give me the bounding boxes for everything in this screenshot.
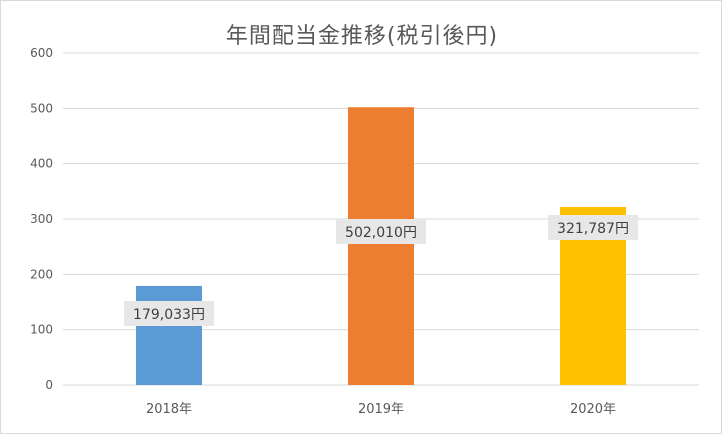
data-label-box: [124, 301, 214, 326]
x-tick-label: 2019年: [358, 402, 404, 417]
x-tick-label: 2020年: [570, 402, 616, 417]
data-label: 502,010円: [336, 219, 426, 244]
bar: [348, 107, 414, 385]
data-label-text: 321,787円: [557, 221, 629, 237]
data-label-box: [548, 215, 638, 240]
y-tick-label: 400: [30, 157, 53, 171]
data-label: 179,033円: [124, 301, 214, 326]
y-tick-label: 600: [30, 46, 53, 60]
y-tick-label: 500: [30, 101, 53, 115]
data-label-box: [336, 219, 426, 244]
data-label-text: 179,033円: [133, 307, 205, 323]
x-tick-label: 2018年: [146, 402, 192, 417]
data-label: 321,787円: [548, 215, 638, 240]
bar: [136, 285, 202, 385]
y-tick-label: 300: [30, 212, 53, 226]
y-tick-label: 100: [30, 323, 53, 337]
y-tick-label: 200: [30, 267, 53, 281]
y-tick-label: 0: [45, 378, 53, 392]
chart-title: 年間配当金推移(税引後円): [226, 24, 498, 49]
data-label-text: 502,010円: [345, 225, 417, 241]
